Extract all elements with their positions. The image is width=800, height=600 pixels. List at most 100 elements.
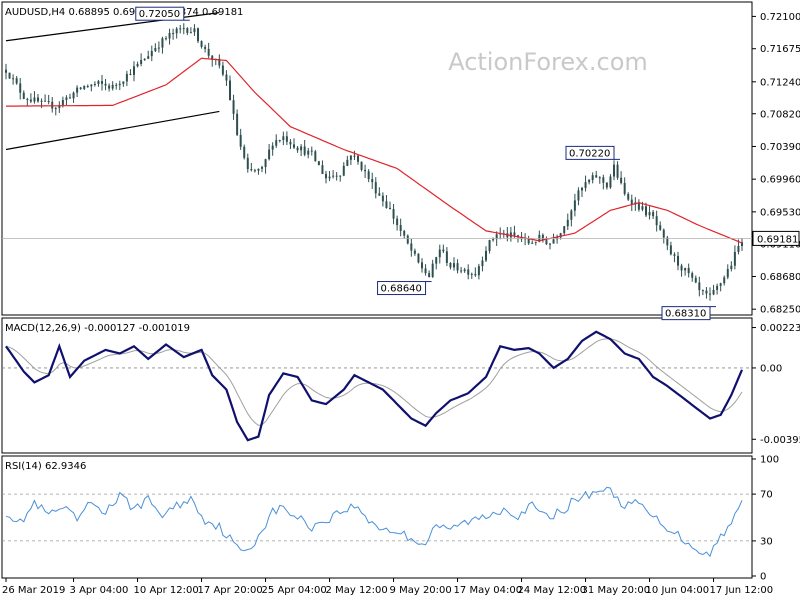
- annotation-box: [661, 306, 711, 321]
- candle-body: [328, 176, 331, 179]
- candle-body: [602, 177, 605, 183]
- candle-body: [211, 55, 214, 60]
- candle-body: [44, 100, 47, 102]
- candle-body: [371, 179, 374, 183]
- candle-body: [239, 134, 242, 147]
- candle-body: [293, 144, 295, 148]
- candle-body: [598, 177, 601, 179]
- candle-body: [467, 269, 470, 275]
- candle-body: [474, 273, 477, 276]
- candle-body: [659, 225, 662, 230]
- candle-body: [531, 242, 534, 244]
- candle-body: [453, 263, 455, 268]
- candle-body: [396, 218, 399, 226]
- candle-body: [300, 146, 303, 151]
- candle-body: [221, 65, 224, 75]
- annotation-box: [135, 6, 185, 21]
- candle-body: [325, 173, 327, 179]
- macd-panel: [1, 317, 753, 454]
- candle-body: [445, 251, 448, 263]
- candle-body: [456, 263, 459, 271]
- candle-body: [673, 254, 676, 256]
- candle-body: [90, 84, 93, 87]
- candle-body: [374, 182, 377, 194]
- candle-body: [229, 80, 231, 101]
- candle-body: [154, 48, 157, 52]
- candle-body: [527, 238, 530, 244]
- macd-line: [5, 330, 744, 442]
- candle-body: [431, 263, 434, 278]
- candle-body: [485, 250, 487, 261]
- candle-body: [189, 32, 192, 34]
- macd-signal-line: [5, 338, 743, 426]
- candle-body: [563, 226, 566, 234]
- macd-y-axis: 0.002237 0.00 -0.00395: [2, 323, 800, 446]
- candle-body: [175, 28, 178, 34]
- annotation-label: 0.68310: [665, 309, 706, 320]
- candle-body: [620, 177, 623, 184]
- candle-body: [136, 63, 139, 67]
- candle-body: [609, 176, 612, 188]
- annotation-box: [565, 145, 615, 160]
- candle-body: [246, 157, 249, 170]
- candle-body: [253, 170, 256, 172]
- candle-body: [285, 136, 288, 142]
- candle-body: [581, 187, 583, 191]
- candle-body: [460, 270, 463, 272]
- candle-body: [26, 98, 29, 100]
- candle-body: [385, 201, 388, 208]
- candle-body: [342, 165, 345, 176]
- candle-body: [655, 216, 658, 226]
- candle-body: [605, 182, 608, 188]
- macd-tick-label: -0.00395: [760, 435, 800, 446]
- candle-body: [645, 206, 647, 216]
- candle-body: [552, 239, 555, 244]
- candle-body: [168, 32, 171, 39]
- candle-body: [712, 289, 715, 295]
- candle-body: [232, 100, 235, 114]
- candle-body: [701, 290, 704, 292]
- candle-body: [481, 260, 484, 267]
- candle-body: [257, 168, 260, 171]
- candle-body: [438, 249, 441, 258]
- candle-body: [577, 190, 580, 201]
- x-tick-label: 17 Apr 20:00: [198, 585, 263, 596]
- candle-body: [641, 206, 644, 210]
- candle-body: [406, 235, 409, 244]
- candle-body: [51, 101, 54, 109]
- price-tick-label: 0.70820: [760, 109, 800, 120]
- candle-body: [399, 225, 402, 231]
- rsi-line-group: [5, 486, 743, 558]
- annotation-label: 0.68640: [381, 284, 422, 295]
- macd-tick-label: 0.002237: [760, 323, 800, 334]
- candle-body: [733, 251, 736, 266]
- candle-body: [133, 66, 135, 75]
- candle-body: [339, 175, 342, 177]
- candle-body: [12, 78, 15, 80]
- candle-body: [79, 87, 82, 89]
- price-title: AUDUSD,H4 0.68895 0.69233 0.68874 0.6918…: [5, 7, 243, 18]
- candle-body: [449, 262, 452, 268]
- trend-line: [5, 110, 220, 151]
- candle-body: [5, 69, 7, 73]
- candle-body: [264, 159, 267, 168]
- candle-body: [687, 267, 690, 274]
- candle-body: [172, 32, 175, 34]
- candle-body: [250, 169, 253, 171]
- ma-line: [6, 57, 743, 244]
- candle-body: [424, 268, 427, 274]
- candle-body: [463, 269, 466, 272]
- candle-body: [364, 169, 367, 172]
- macd-title: MACD(12,26,9) -0.000127 -0.001019: [5, 323, 190, 334]
- candle-body: [314, 151, 317, 162]
- candle-body: [662, 229, 665, 238]
- candle-body: [513, 232, 516, 236]
- rsi-tick-label: 100: [760, 455, 779, 466]
- candle-body: [417, 253, 420, 263]
- x-tick-label: 17 Jun 12:00: [710, 585, 774, 596]
- candle-body: [236, 113, 239, 135]
- candle-body: [623, 183, 626, 194]
- candle-body: [243, 146, 246, 158]
- candle-body: [115, 84, 118, 86]
- candle-body: [705, 290, 708, 294]
